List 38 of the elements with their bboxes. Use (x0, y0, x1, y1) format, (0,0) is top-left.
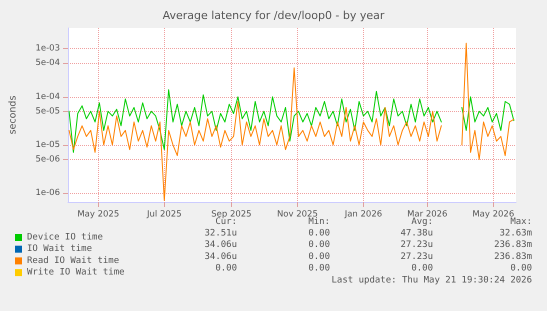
x-tick-label: May 2025 (77, 210, 120, 220)
text: 32.63m (499, 228, 532, 238)
y-tick-label: 1e-03 (35, 44, 60, 54)
x-tick-label: Jan 2026 (344, 210, 382, 220)
text: Avg: (411, 216, 433, 227)
text: 0.00 (308, 240, 330, 250)
y-tick-label: 5e-06 (35, 154, 60, 164)
y-tick-label: 5e-04 (35, 58, 60, 68)
text: 236.83m (494, 252, 532, 262)
text: 0.00 (308, 264, 330, 274)
text: 47.38u (400, 228, 433, 238)
text: 27.23u (400, 240, 433, 250)
y-tick-label: 1e-06 (35, 188, 60, 198)
text: Cur: (215, 216, 237, 227)
text: 0.00 (308, 252, 330, 262)
text: 0.00 (215, 264, 237, 274)
text: Last update: Thu May 21 19:30:24 2026 (332, 275, 532, 286)
text: 34.06u (204, 252, 237, 262)
text: Min: (308, 216, 330, 227)
text: 32.51u (204, 228, 237, 238)
x-tick-label: Sep 2025 (211, 210, 252, 220)
text: Max: (510, 216, 532, 227)
y-tick-label: 5e-05 (35, 106, 60, 116)
text: 0.00 (411, 264, 433, 274)
y-tick-label: 1e-05 (35, 140, 60, 150)
legend-label: IO Wait time (27, 244, 92, 254)
text: 34.06u (204, 240, 237, 250)
legend-label: Write IO Wait time (27, 268, 125, 278)
chart-title: Average latency for /dev/loop0 - by year (162, 9, 385, 22)
text: 27.23u (400, 252, 433, 262)
text: 236.83m (494, 240, 532, 250)
text: 0.00 (308, 228, 330, 238)
y-axis-title: seconds (8, 96, 18, 134)
y-tick-label: 1e-04 (35, 92, 60, 102)
text: 0.00 (510, 264, 532, 274)
legend-label: Device IO time (27, 232, 103, 242)
x-tick-label: Jul 2025 (146, 210, 182, 220)
legend-label: Read IO Wait time (27, 256, 120, 266)
